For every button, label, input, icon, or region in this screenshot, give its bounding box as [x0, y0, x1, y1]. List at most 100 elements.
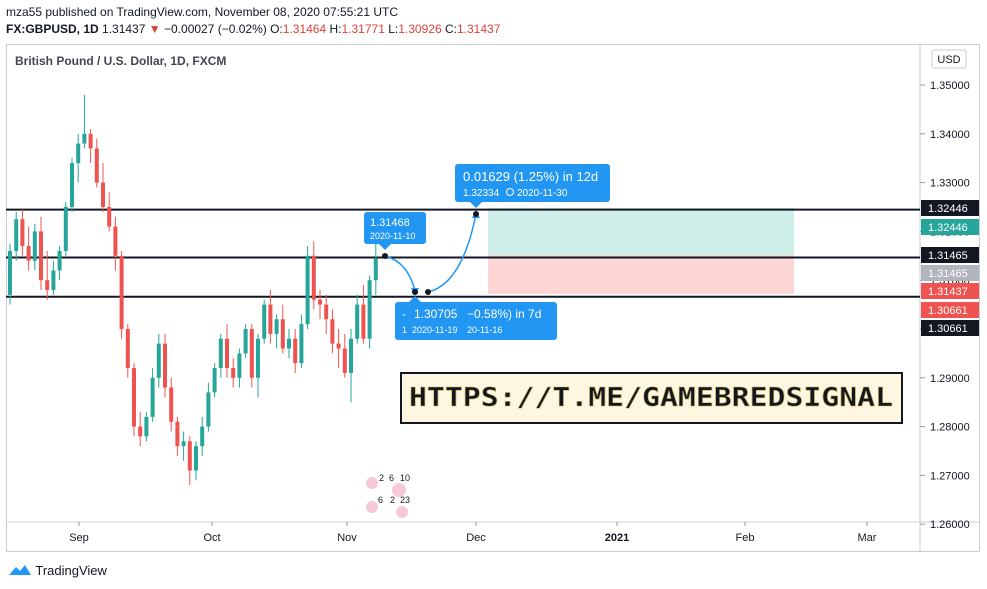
- candle-body: [181, 441, 186, 447]
- dip-tooltip-num: 1: [402, 325, 407, 335]
- candle-body: [342, 348, 347, 373]
- open-label: O:: [270, 22, 283, 36]
- event-markers[interactable]: 2 6 10 6 2 23: [366, 473, 410, 518]
- dip-point-b[interactable]: [425, 289, 431, 295]
- candle-body: [225, 338, 229, 369]
- candle-body: [156, 343, 161, 378]
- price-label-text: 1.32446: [928, 222, 968, 234]
- candle-body: [144, 416, 149, 437]
- x-tick-label: Mar: [858, 532, 877, 544]
- candle-body: [132, 368, 136, 427]
- x-tick-label: Feb: [736, 532, 755, 544]
- low-label: L:: [388, 22, 399, 36]
- candle-body: [88, 133, 93, 149]
- candle-body: [349, 338, 353, 373]
- last-price: 1.31437: [102, 22, 146, 36]
- candle-body: [163, 343, 167, 388]
- clock-icon: [506, 188, 514, 196]
- x-tick-label: Nov: [337, 532, 357, 544]
- chart-frame: [6, 44, 980, 552]
- footer[interactable]: TradingView: [8, 563, 107, 580]
- close-label: C:: [444, 22, 457, 36]
- price-label-text: 1.30661: [928, 305, 968, 317]
- candle-body: [119, 255, 124, 329]
- target-tooltip-date: 2020-11-30: [517, 188, 568, 199]
- candle-body: [57, 250, 62, 271]
- candle-body: [32, 231, 37, 261]
- target-tooltip[interactable]: 0.01629 (1.25%) in 12d 1.32334 2020-11-3…: [455, 164, 610, 208]
- price-label-tag: [921, 265, 979, 281]
- candle-body: [311, 255, 316, 300]
- candle-body: [169, 387, 174, 422]
- candle-body: [280, 319, 285, 349]
- candle-body: [336, 343, 341, 349]
- candle-body: [194, 446, 198, 471]
- open-value: 1.31464: [282, 22, 327, 36]
- candle-body: [243, 329, 248, 354]
- high-value: 1.31771: [341, 22, 385, 36]
- target-point[interactable]: [473, 211, 479, 217]
- price-label-tag: [921, 302, 979, 318]
- dip-tooltip-date-a: 2020-11-19: [412, 325, 457, 335]
- dip-point-a[interactable]: [412, 289, 418, 295]
- entry-tooltip[interactable]: 1.31468 2020-11-10: [364, 212, 426, 250]
- entry-point[interactable]: [382, 253, 388, 259]
- y-tick-label: 1.26000: [930, 519, 970, 531]
- event-flag-icon[interactable]: [392, 483, 406, 497]
- x-tick-label: Oct: [203, 532, 220, 544]
- candle-body: [355, 304, 360, 339]
- y-tick-label: 1.33000: [930, 178, 970, 190]
- high-label: H:: [329, 22, 342, 36]
- watermark-text: HTTPS://T.ME/GAMEBREDSIGNAL: [409, 383, 893, 413]
- candle-body: [107, 207, 112, 227]
- event-flag-icon[interactable]: [366, 501, 378, 513]
- dip-tooltip[interactable]: - 1.30705 −0.58%) in 7d 1 2020-11-19 20-…: [395, 296, 557, 340]
- projection-curve-down: [384, 255, 416, 292]
- candle-body: [39, 231, 43, 281]
- candle-body: [14, 219, 19, 251]
- price-label-text: 1.31465: [928, 250, 968, 262]
- y-tick-label: 1.35000: [930, 80, 970, 92]
- loss-zone: [488, 255, 794, 294]
- y-tick-label: 1.29000: [930, 373, 970, 385]
- candle-body: [206, 392, 211, 427]
- candle-body: [94, 148, 99, 183]
- event-number: 23: [400, 495, 410, 505]
- target-tooltip-price: 1.32334: [463, 188, 500, 199]
- event-number: 6: [378, 495, 383, 505]
- tradingview-logo-icon: [8, 563, 32, 580]
- currency-button[interactable]: [931, 49, 967, 69]
- y-tick-label: 1.27000: [930, 470, 970, 482]
- dip-tooltip-dash: -: [402, 307, 406, 321]
- candle-body: [76, 143, 81, 164]
- candle-body: [367, 280, 372, 339]
- price-label-text: 1.32446: [928, 203, 968, 215]
- target-tooltip-text: 0.01629 (1.25%) in 12d: [463, 169, 598, 184]
- x-axis-ticks: Sep Oct Nov Dec 2021 Feb Mar: [69, 522, 877, 544]
- candle-body: [218, 338, 223, 369]
- candle-body: [70, 163, 74, 207]
- candle-body: [8, 250, 12, 295]
- candles: [8, 94, 378, 486]
- candle-body: [268, 304, 273, 334]
- price-label-text: 1.31465: [928, 268, 968, 280]
- candle-body: [237, 353, 242, 378]
- currency-button-label[interactable]: USD: [937, 54, 960, 66]
- candle-body: [175, 421, 180, 447]
- price-label-tag: [921, 320, 979, 336]
- close-value: 1.31437: [456, 22, 501, 36]
- price-label-tag: [921, 247, 979, 263]
- down-arrow-icon: ▼: [148, 22, 161, 36]
- event-flag-icon[interactable]: [396, 506, 408, 518]
- dip-tooltip-change: −0.58%) in 7d: [467, 307, 541, 321]
- candle-body: [249, 329, 254, 378]
- candle-body: [305, 255, 310, 325]
- candle-body: [274, 319, 279, 334]
- entry-tooltip-date: 2020-11-10: [370, 231, 415, 241]
- candle-body: [299, 324, 304, 364]
- dip-tooltip-date-b: 20-11-16: [467, 325, 502, 335]
- x-tick-label: Dec: [466, 532, 486, 544]
- candle-body: [125, 329, 130, 369]
- event-flag-icon[interactable]: [366, 477, 378, 489]
